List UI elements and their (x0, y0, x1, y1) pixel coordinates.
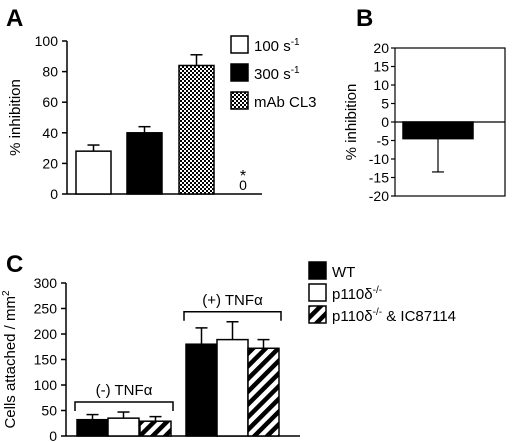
y-axis-title: % inhibition (343, 84, 360, 161)
legend-label: p110δ-/- (332, 285, 382, 303)
legend-swatch (308, 283, 327, 302)
y-axis-title: % inhibition (7, 79, 24, 156)
zero-value-label: 0 (239, 177, 247, 193)
y-tick-label: 80 (42, 64, 58, 80)
y-tick-label: 60 (42, 94, 58, 110)
y-tick-label: -5 (377, 133, 390, 149)
group-label: (+) TNFα (202, 292, 263, 309)
y-tick-label: -10 (369, 151, 389, 167)
y-tick-label: 0 (381, 114, 389, 130)
bar (126, 132, 163, 195)
bar (139, 420, 172, 437)
y-tick-label: 10 (373, 77, 389, 93)
panel-letter-a: A (6, 5, 23, 32)
y-tick-label: 100 (34, 377, 58, 393)
legend-swatch (308, 305, 327, 324)
bar (247, 347, 280, 437)
legend-label: 300 s-1 (254, 65, 300, 83)
group-bracket (183, 311, 282, 321)
y-axis-title: Cells attached / mm2 (1, 290, 19, 429)
y-tick-label: -20 (369, 188, 389, 204)
bar (216, 338, 249, 437)
y-tick-label: 0 (49, 428, 57, 442)
legend-label: WT (332, 264, 355, 281)
y-tick-label: 15 (373, 59, 389, 75)
bar (75, 150, 112, 195)
legend-swatch (308, 261, 327, 280)
y-tick-label: 20 (373, 40, 389, 56)
bar (107, 417, 140, 437)
y-tick-label: 200 (34, 326, 58, 342)
significance-asterisk: * (240, 168, 246, 185)
y-tick-label: 50 (41, 403, 57, 419)
y-tick-label: 5 (381, 96, 389, 112)
legend-label: 100 s-1 (254, 37, 300, 55)
group-bracket (74, 401, 174, 412)
legend-swatch (230, 63, 249, 82)
bar (402, 121, 474, 140)
y-tick-label: 0 (50, 186, 58, 202)
panel-letter-c: C (6, 251, 23, 278)
y-tick-label: 250 (34, 301, 58, 317)
bar (76, 418, 109, 437)
panel-c: C 0 50 100 150 200 250 300 Cells attached / mm2 (… (1, 251, 456, 442)
bar (178, 64, 215, 195)
panel-letter-b: B (356, 5, 373, 32)
y-tick-label: 300 (34, 275, 58, 291)
y-tick-label: 150 (34, 352, 58, 368)
y-tick-label: 100 (35, 33, 59, 49)
group-label: (-) TNFα (96, 382, 153, 399)
y-tick-label: 20 (42, 155, 58, 171)
panel-b: B20 15 10 5 0 -5 -10 -15 -20 % inhibition (343, 5, 506, 204)
legend-swatch (230, 91, 249, 110)
legend-label: mAb CL3 (254, 94, 317, 111)
legend-label: p110δ-/- & IC87114 (332, 307, 456, 325)
bar (185, 343, 218, 437)
y-tick-label: -15 (369, 170, 389, 186)
legend-swatch (230, 35, 249, 54)
y-tick-label: 40 (42, 125, 58, 141)
